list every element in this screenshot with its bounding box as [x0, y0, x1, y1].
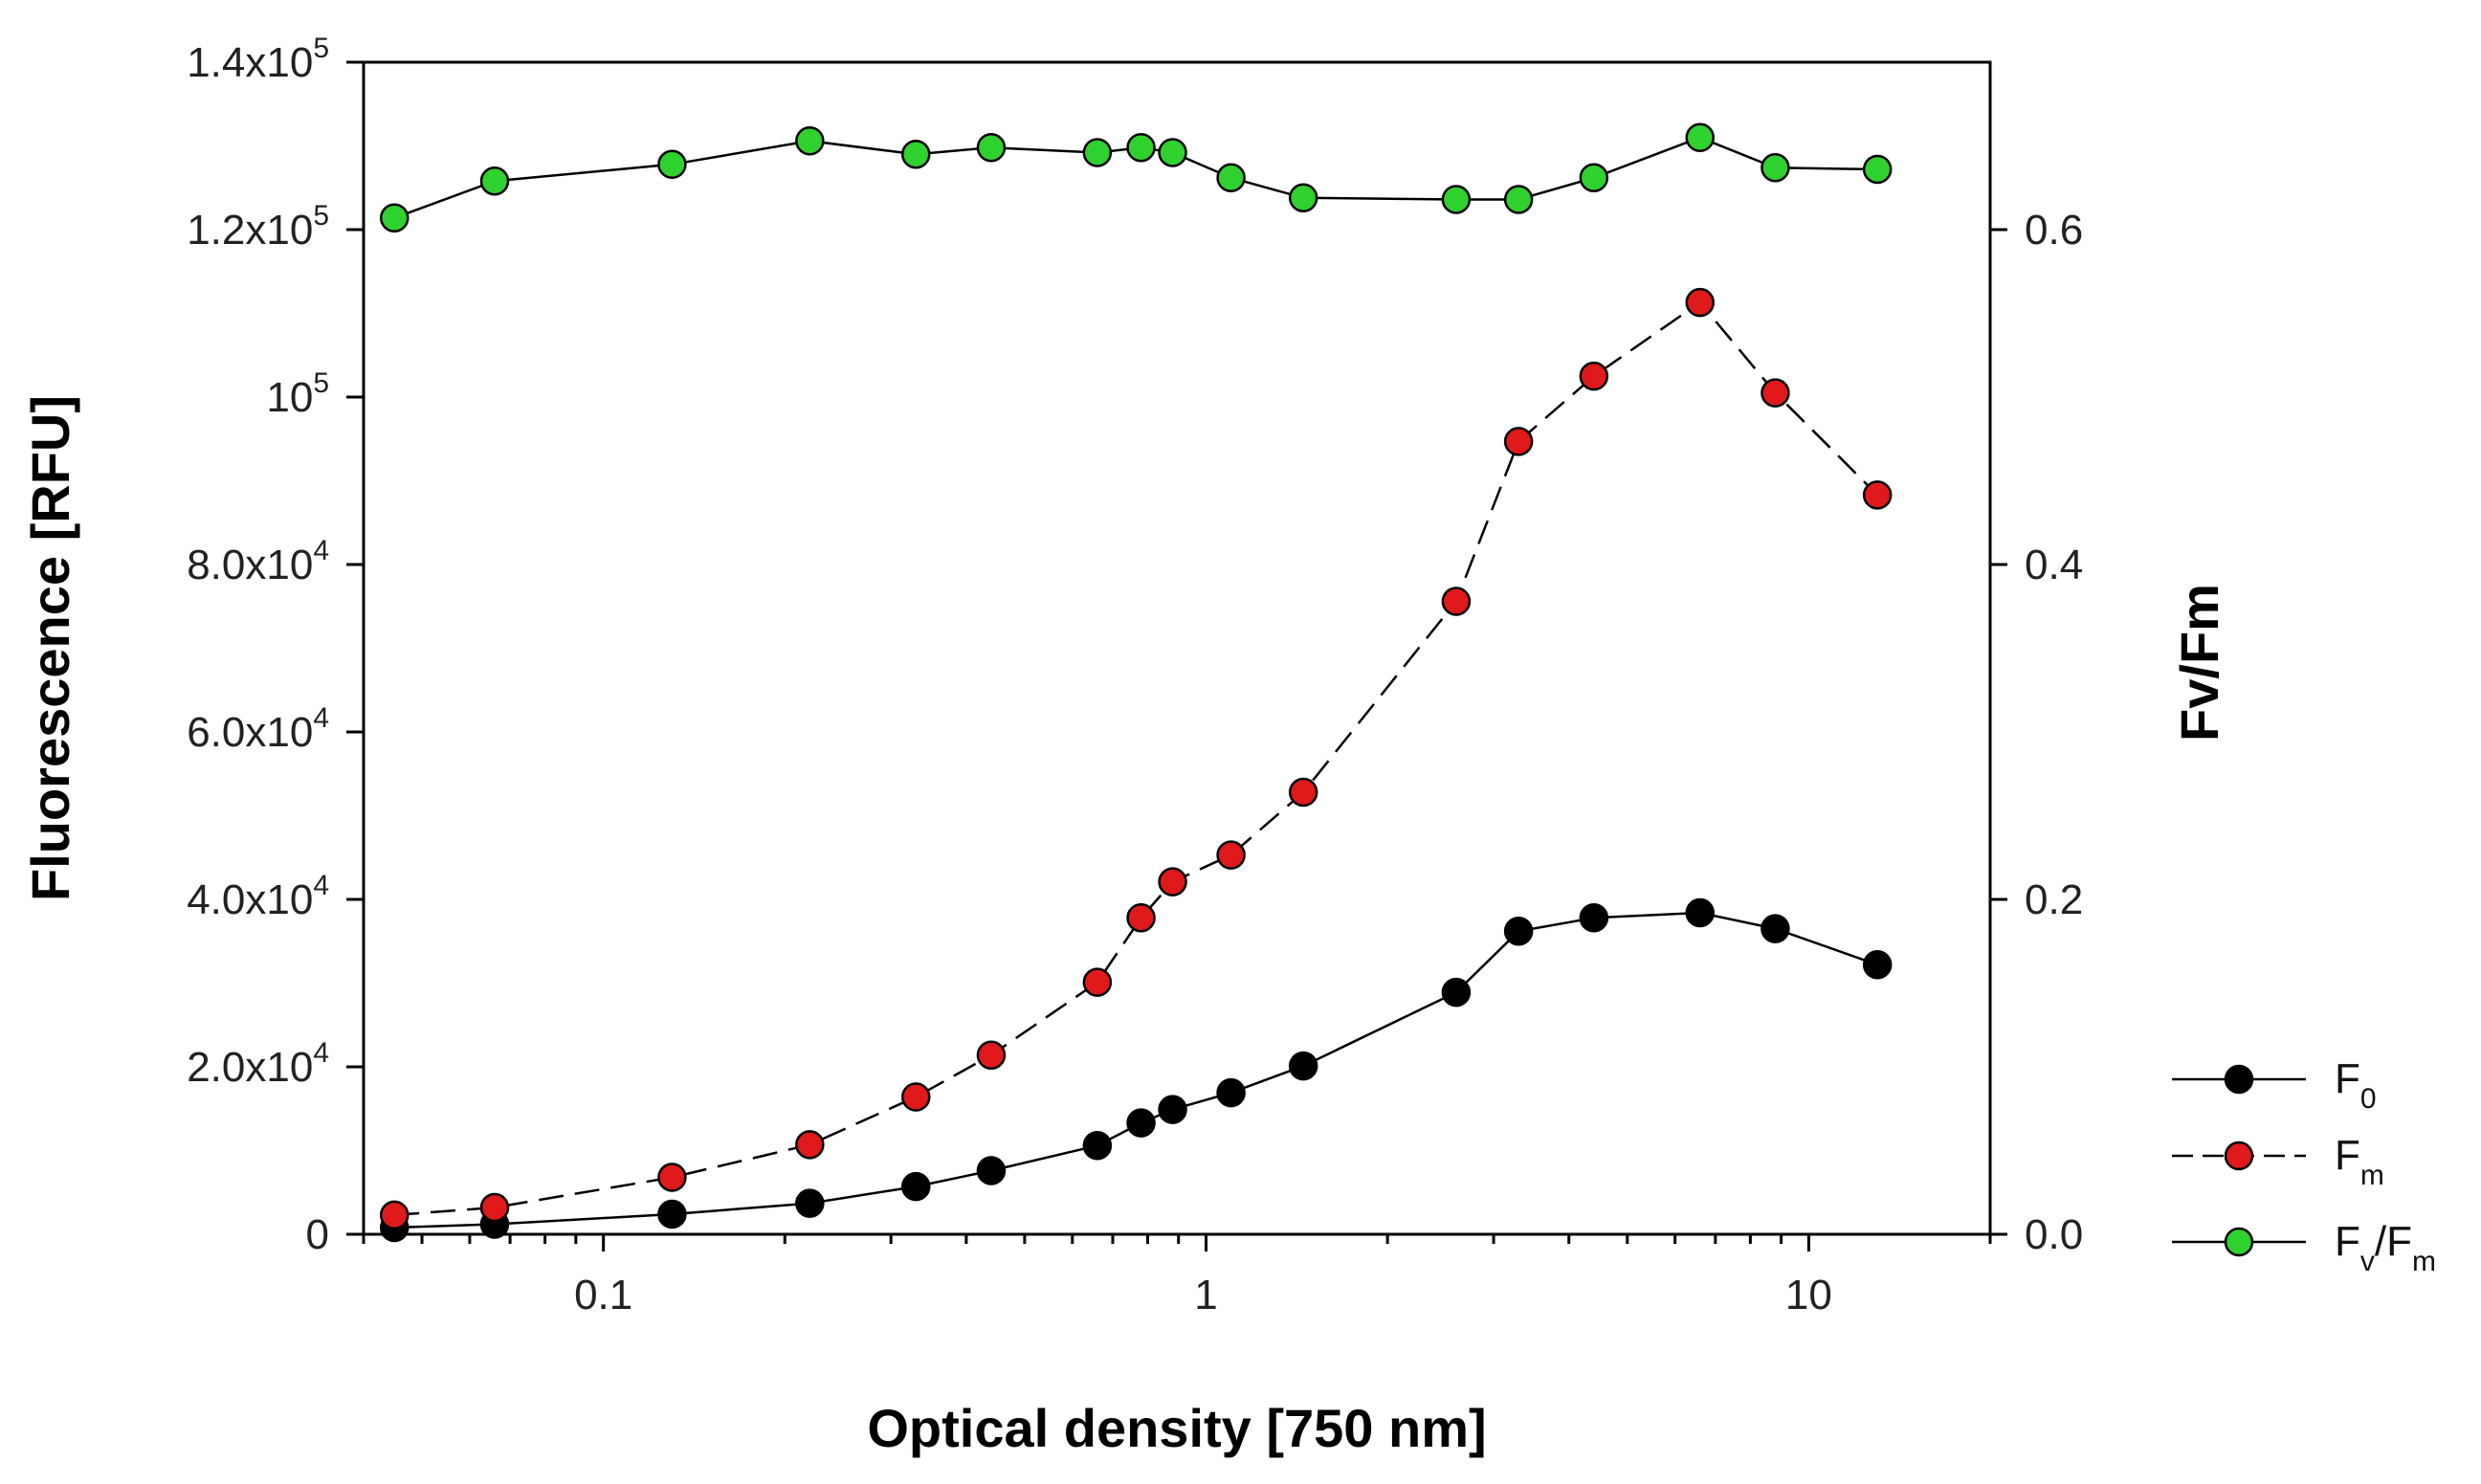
series-2-point	[1579, 361, 1609, 391]
series-2-point	[1288, 777, 1318, 808]
series-2-point	[479, 1192, 510, 1223]
series-3-point	[1579, 163, 1609, 192]
y-tick-label: 6.0x104	[187, 702, 329, 756]
series-1-point	[1216, 1077, 1246, 1108]
y-tick-label: 8.0x104	[187, 535, 329, 588]
legend-marker-3	[2224, 1227, 2254, 1257]
series-3-point	[657, 149, 687, 179]
series-3-point	[795, 126, 825, 156]
legend-label-1: F0	[2335, 1055, 2377, 1115]
series-3-point	[1082, 138, 1113, 167]
series-2-point	[795, 1130, 825, 1160]
x-tick-label: 1	[1194, 1272, 1217, 1318]
series-2-point	[1503, 427, 1534, 456]
series-3-point	[479, 166, 510, 196]
series-3-point	[1862, 154, 1893, 185]
series-2-point	[657, 1163, 687, 1192]
y2-axis-title: Fv/Fm	[2169, 584, 2229, 742]
legend-marker-1	[2224, 1064, 2254, 1095]
y2-tick-label: 0.4	[2025, 542, 2083, 588]
series-1-point	[1441, 977, 1472, 1008]
series-group	[379, 122, 1893, 1243]
y-tick-label: 0	[306, 1211, 329, 1258]
series-3-point	[1761, 153, 1790, 183]
y2-tick-label: 0.0	[2025, 1211, 2083, 1258]
series-line-1	[394, 911, 1878, 1229]
series-2-point	[1158, 867, 1187, 897]
series-1-point	[1082, 1131, 1113, 1161]
series-2-point	[1216, 840, 1246, 870]
y-tick-label: 2.0x104	[187, 1037, 329, 1091]
series-line-2	[394, 300, 1879, 1217]
series-2-point	[1082, 967, 1113, 997]
x-axis-title: Optical density [750 nm]	[867, 1398, 1486, 1458]
series-3-point	[1216, 163, 1246, 192]
series-3-point	[900, 140, 931, 169]
series-1-point	[1862, 950, 1893, 980]
series-2-point	[1126, 903, 1156, 933]
series-3-point	[1441, 185, 1472, 214]
series-1-point	[1685, 897, 1715, 928]
series-2-point	[1862, 480, 1893, 510]
legend-label-3: Fv/Fm	[2335, 1218, 2436, 1277]
series-1-point	[976, 1156, 1007, 1185]
series-2-point	[1441, 587, 1472, 616]
legend-group: F0 Fm Fv/Fm	[2172, 1055, 2436, 1277]
series-3-point	[976, 133, 1007, 163]
series-2-point	[900, 1082, 931, 1112]
y-tick-label: 1.4x105	[187, 33, 329, 86]
y2-tick-label: 0.6	[2025, 207, 2083, 254]
series-2-point	[1761, 378, 1790, 408]
y-tick-label: 4.0x104	[187, 870, 329, 923]
series-1-point	[900, 1171, 931, 1202]
series-1-point	[1503, 917, 1534, 946]
series-2-point	[1685, 287, 1715, 318]
series-1-point	[1579, 903, 1609, 933]
series-3-point	[379, 203, 410, 233]
series-3-point	[1288, 183, 1318, 212]
series-3-point	[1685, 122, 1715, 152]
series-1-point	[1158, 1095, 1187, 1124]
series-1-point	[657, 1199, 687, 1229]
axes-group: 0.1 1 10 0 2.0x104 4.0x104 6.0x104 8.0x104 105 1.…	[187, 33, 2083, 1318]
series-1-point	[795, 1188, 825, 1218]
series-1-point	[1761, 914, 1790, 943]
series-3-point	[1126, 133, 1156, 163]
series-1-point	[1288, 1051, 1318, 1081]
series-2-point	[379, 1200, 410, 1230]
series-3-point	[1158, 138, 1187, 167]
legend-marker-2	[2224, 1141, 2254, 1171]
x-tick-label: 10	[1785, 1272, 1832, 1318]
series-1-point	[1126, 1108, 1156, 1138]
series-3-point	[1503, 185, 1534, 214]
x-tick-label: 0.1	[574, 1272, 632, 1318]
series-2-point	[976, 1040, 1007, 1070]
y-axis-title: Fluorescence [RFU]	[20, 395, 80, 901]
plot-frame	[362, 60, 1992, 1236]
y-tick-label: 105	[266, 367, 329, 421]
y2-tick-label: 0.2	[2025, 876, 2083, 923]
y-tick-label: 1.2x105	[187, 200, 329, 254]
legend-label-2: Fm	[2335, 1132, 2384, 1191]
